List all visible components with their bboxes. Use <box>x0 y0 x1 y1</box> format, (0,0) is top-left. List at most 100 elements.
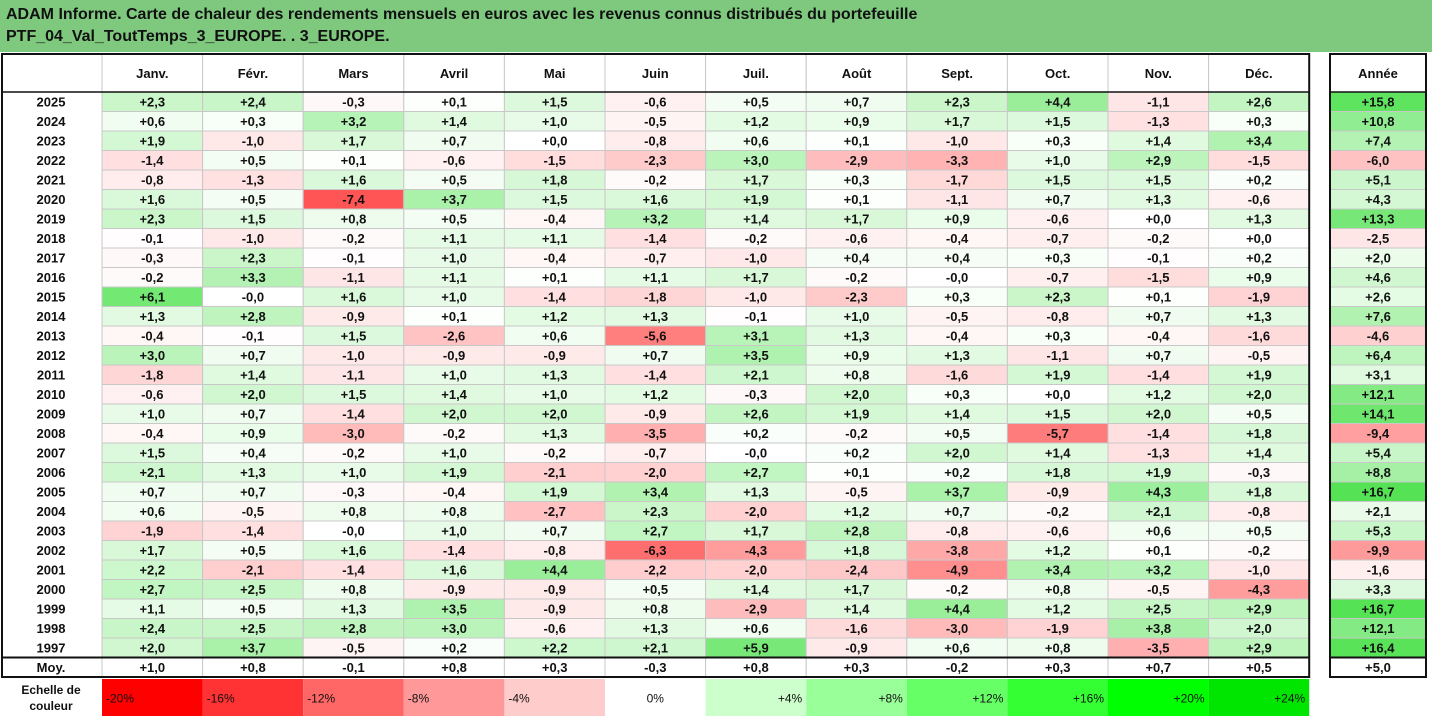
legend-swatch <box>202 679 304 716</box>
cell-value: +0,5 <box>240 153 266 168</box>
cell-value: +1,0 <box>542 114 568 129</box>
annual-value: +5,0 <box>1365 660 1391 675</box>
annual-value: -4,6 <box>1367 329 1389 344</box>
cell-value: +0,3 <box>1045 329 1071 344</box>
cell-value: +1,1 <box>441 270 467 285</box>
cell-value: -0,2 <box>1147 231 1169 246</box>
cell-value: +0,8 <box>743 660 769 675</box>
cell-value: +3,8 <box>1145 621 1171 636</box>
cell-value: +2,0 <box>240 387 266 402</box>
cell-value: -0,0 <box>946 270 968 285</box>
cell-value: +2,2 <box>542 641 568 656</box>
annual-value: +12,1 <box>1362 621 1395 636</box>
cell-value: +1,3 <box>743 485 769 500</box>
cell-value: -0,8 <box>1248 504 1270 519</box>
cell-value: -0,9 <box>342 309 364 324</box>
cell-value: -1,6 <box>1248 329 1270 344</box>
cell-value: -1,3 <box>1147 114 1169 129</box>
year-label: 2020 <box>37 192 66 207</box>
cell-value: -1,9 <box>1248 290 1270 305</box>
cell-value: -0,6 <box>141 387 163 402</box>
header-cell <box>302 53 405 93</box>
cell-value: +0,8 <box>341 504 367 519</box>
cell-value: +0,4 <box>844 251 870 266</box>
cell-value: +1,8 <box>1246 426 1272 441</box>
cell-value: +1,5 <box>542 192 568 207</box>
cell-value: +0,5 <box>642 582 668 597</box>
cell-value: +1,7 <box>743 173 769 188</box>
annual-value: -2,5 <box>1367 231 1389 246</box>
cell-value: +1,7 <box>944 114 970 129</box>
legend-swatch <box>102 679 203 716</box>
cell-value: +0,1 <box>341 153 367 168</box>
cell-value: +4,4 <box>1045 95 1071 110</box>
year-label: 2024 <box>37 114 67 129</box>
header-cell <box>604 53 707 93</box>
legend-swatch <box>1108 679 1209 716</box>
cell-value: +1,8 <box>844 543 870 558</box>
annual-border <box>1329 53 1427 678</box>
cell-value: -4,3 <box>745 543 767 558</box>
cell-value: +1,3 <box>341 602 367 617</box>
cell-value: +1,5 <box>1045 114 1071 129</box>
cell-value: -0,2 <box>845 426 867 441</box>
cell-value: +3,4 <box>642 485 668 500</box>
cell-value: +1,4 <box>1045 446 1071 461</box>
annual-value: +16,7 <box>1362 602 1395 617</box>
cell-value: +0,2 <box>743 426 769 441</box>
year-label: 2006 <box>37 465 66 480</box>
cell-value: -1,4 <box>644 231 667 246</box>
cell-value: -0,2 <box>141 270 163 285</box>
legend-stop-label: -12% <box>307 692 335 706</box>
cell-value: +2,9 <box>1145 153 1171 168</box>
legend-stop-label: +8% <box>878 692 903 706</box>
cell-value: -0,2 <box>342 231 364 246</box>
legend-swatch <box>806 679 907 716</box>
header-cell <box>1107 53 1210 93</box>
cell-value: +0,7 <box>642 348 668 363</box>
legend-swatch <box>1007 679 1108 716</box>
cell-value: +0,6 <box>944 641 970 656</box>
cell-value: -3,5 <box>644 426 666 441</box>
year-label: 2014 <box>37 309 67 324</box>
year-label: 2023 <box>37 134 66 149</box>
annual-value: +2,1 <box>1365 504 1391 519</box>
cell-value: +0,6 <box>743 621 769 636</box>
cell-value: +1,0 <box>844 309 870 324</box>
cell-value: +0,3 <box>1045 660 1071 675</box>
cell-value: +1,7 <box>139 543 165 558</box>
cell-value: -0,1 <box>141 231 163 246</box>
cell-value: +1,0 <box>441 524 467 539</box>
cell-value: +0,5 <box>944 426 970 441</box>
legend-stop-label: +4% <box>778 692 803 706</box>
cell-value: +1,9 <box>542 485 568 500</box>
cell-value: +0,9 <box>844 114 870 129</box>
cell-value: +2,3 <box>642 504 668 519</box>
cell-value: +1,9 <box>1246 368 1272 383</box>
annual-value: +2,6 <box>1365 290 1391 305</box>
cell-value: +1,7 <box>341 134 367 149</box>
cell-value: +4,3 <box>1145 485 1171 500</box>
legend-swatch <box>1208 679 1310 716</box>
cell-value: +2,3 <box>139 212 165 227</box>
year-label: 2004 <box>37 504 67 519</box>
cell-value: +0,7 <box>944 504 970 519</box>
cell-value: +2,2 <box>139 563 165 578</box>
cell-value: -1,0 <box>242 134 264 149</box>
cell-value: +1,9 <box>1045 368 1071 383</box>
year-label: 1998 <box>37 621 66 636</box>
cell-value: +0,4 <box>240 446 266 461</box>
cell-value: +1,1 <box>642 270 668 285</box>
year-label: 2003 <box>37 524 66 539</box>
cell-value: +1,2 <box>844 504 870 519</box>
cell-value: -0,2 <box>1248 543 1270 558</box>
cell-value: +3,7 <box>944 485 970 500</box>
cell-value: +0,7 <box>1045 192 1071 207</box>
cell-value: +0,7 <box>441 134 467 149</box>
cell-value: +0,7 <box>542 524 568 539</box>
cell-value: -0,1 <box>342 660 364 675</box>
cell-value: +1,2 <box>743 114 769 129</box>
cell-value: +5,9 <box>743 641 769 656</box>
cell-value: +2,0 <box>944 446 970 461</box>
annual-value: -9,4 <box>1367 426 1390 441</box>
